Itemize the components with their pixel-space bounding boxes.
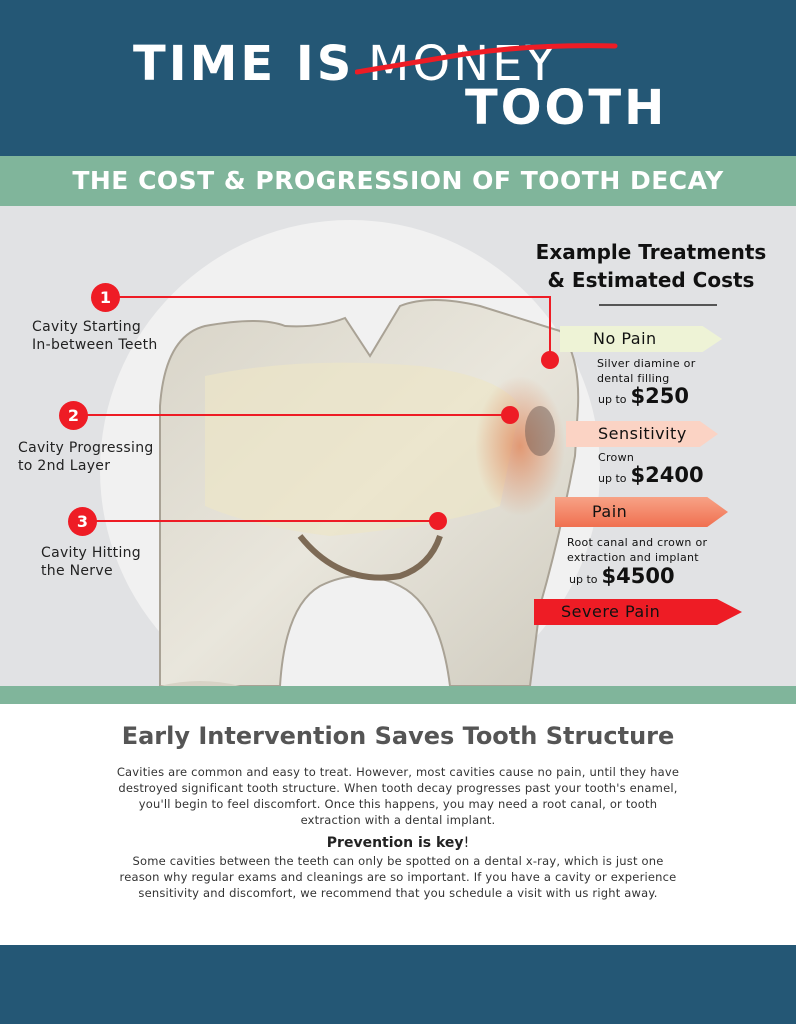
stage-sensitivity: Sensitivity — [566, 421, 718, 447]
heading-divider — [599, 304, 717, 306]
stage-sensitivity-cost: up to $2400 — [598, 463, 704, 487]
marker-3-line2: the Nerve — [41, 563, 113, 579]
stage-no-pain-cost: up to $250 — [598, 384, 689, 408]
title-time-is: TIME IS — [133, 36, 355, 92]
stage-severe-pain: Severe Pain — [534, 599, 742, 625]
treatments-heading-line2: & Estimated Costs — [547, 268, 755, 292]
marker-3-badge: 3 — [68, 507, 97, 536]
info-paragraph-2: Some cavities between the teeth can only… — [119, 854, 677, 900]
marker-3-label: Cavity Hitting the Nerve — [41, 544, 141, 580]
stage-no-pain: No Pain — [560, 326, 722, 352]
tooth-illustration — [159, 299, 580, 686]
desc-line: extraction and implant — [567, 551, 699, 564]
info-paragraph-1: Cavities are common and easy to treat. H… — [116, 765, 680, 827]
cost-value: $250 — [630, 384, 689, 408]
prevention-text: Prevention is key — [326, 835, 464, 851]
marker-2-line2: to 2nd Layer — [18, 458, 111, 474]
prevention-punct: ! — [463, 835, 470, 851]
stage-pain-desc: Root canal and crown or extraction and im… — [567, 535, 707, 565]
marker-1-line2: In-between Teeth — [32, 337, 158, 353]
marker-2-line1: Cavity Progressing — [18, 440, 154, 456]
strikethrough-brush-icon — [355, 43, 618, 75]
marker-line-1 — [119, 296, 559, 369]
marker-1-badge: 1 — [91, 283, 120, 312]
footer — [0, 945, 796, 1024]
desc-line: Silver diamine or — [597, 357, 696, 370]
marker-1-label: Cavity Starting In-between Teeth — [32, 318, 158, 354]
section-banner: THE COST & PROGRESSION OF TOOTH DECAY — [0, 156, 796, 206]
marker-line-2 — [87, 406, 519, 424]
stage-pain: Pain — [555, 497, 728, 527]
cost-value: $2400 — [630, 463, 704, 487]
cost-prefix: up to — [598, 472, 627, 485]
stage-no-pain-desc: Silver diamine or dental filling — [597, 356, 696, 386]
header: TIME IS MONEY TOOTH — [0, 0, 796, 156]
stage-sensitivity-desc: Crown — [598, 451, 635, 464]
treatments-heading: Example Treatments & Estimated Costs — [520, 238, 782, 294]
cost-value: $4500 — [601, 564, 675, 588]
info-heading: Early Intervention Saves Tooth Structure — [121, 722, 675, 750]
marker-line-3 — [96, 512, 447, 530]
marker-3-line1: Cavity Hitting — [41, 545, 141, 561]
marker-2-badge: 2 — [59, 401, 88, 430]
desc-line: dental filling — [597, 372, 670, 385]
divider-strip — [0, 686, 796, 704]
cost-prefix: up to — [598, 393, 627, 406]
prevention-heading: Prevention is key! — [0, 835, 796, 851]
treatments-heading-line1: Example Treatments — [535, 240, 767, 264]
cost-prefix: up to — [569, 573, 598, 586]
desc-line: Root canal and crown or — [567, 536, 708, 549]
marker-2-label: Cavity Progressing to 2nd Layer — [18, 439, 154, 475]
marker-1-line1: Cavity Starting — [32, 319, 142, 335]
stage-pain-cost: up to $4500 — [569, 564, 675, 588]
marker-lines — [87, 296, 559, 530]
illustration-panel: 1 Cavity Starting In-between Teeth 2 Cavi… — [0, 206, 796, 686]
title-tooth: TOOTH — [465, 80, 668, 136]
